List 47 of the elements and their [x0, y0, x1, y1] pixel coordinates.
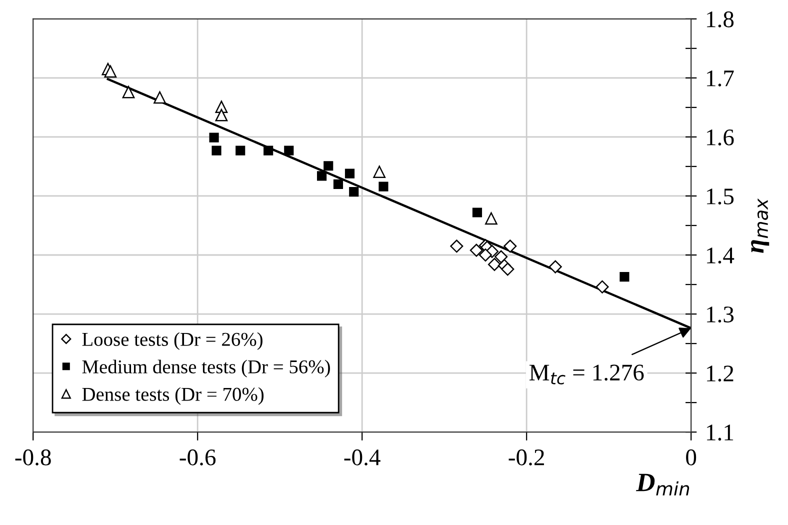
point — [154, 91, 166, 104]
y-axis-title: η$_{max}$ — [751, 198, 770, 253]
point — [316, 171, 327, 181]
legend-label: Loose tests (Dr = 26%) — [82, 332, 262, 350]
y-tick-label: 1.5 — [707, 188, 734, 205]
point — [236, 146, 246, 156]
point — [485, 212, 498, 225]
point — [596, 280, 609, 294]
x-tick-label: -0.2 — [508, 449, 544, 466]
x-axis-title: D$_{min}$ — [636, 474, 690, 496]
y-tick-label: 1.8 — [707, 11, 734, 28]
point — [212, 146, 222, 156]
point — [349, 187, 359, 197]
legend-label: Medium dense tests (Dr = 56%) — [82, 360, 330, 378]
point — [215, 108, 228, 122]
y-tick-label: 1.2 — [707, 366, 734, 382]
point — [344, 168, 355, 178]
y-tick-label: 1.1 — [707, 424, 734, 441]
point — [478, 248, 492, 262]
x-tick-label: 0 — [686, 449, 696, 466]
point — [378, 182, 388, 192]
point — [450, 240, 464, 253]
y-tick-label: 1.3 — [707, 306, 734, 323]
point — [264, 146, 274, 156]
point — [324, 161, 334, 171]
x-tick-label: -0.4 — [344, 449, 380, 466]
y-tick-label: 1.4 — [707, 248, 734, 264]
point — [472, 208, 482, 218]
point — [122, 86, 135, 98]
point — [548, 260, 562, 274]
point — [284, 146, 294, 156]
y-tick-label: 1.6 — [707, 130, 734, 146]
point — [488, 258, 502, 271]
legend-label: Dense tests (Dr = 70%) — [82, 387, 264, 405]
y-tick-label: 1.7 — [707, 70, 734, 86]
point — [470, 244, 483, 257]
x-tick-label: -0.6 — [180, 449, 216, 466]
point — [504, 240, 517, 253]
point — [620, 272, 630, 282]
point — [104, 65, 117, 78]
point — [494, 250, 508, 264]
point — [209, 132, 219, 142]
point — [333, 179, 344, 189]
point — [501, 262, 514, 276]
point — [373, 166, 386, 178]
annotation: M$_{tc}$ = 1.276 — [529, 364, 644, 384]
x-tick-label: -0.8 — [15, 449, 51, 466]
